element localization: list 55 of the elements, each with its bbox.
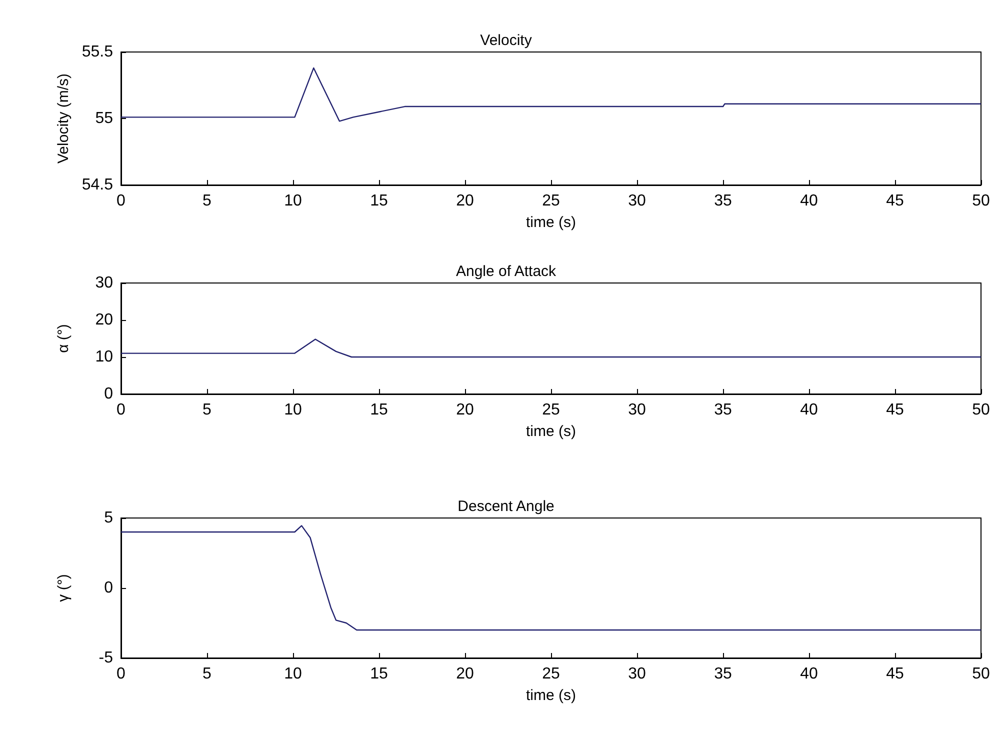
y-axis-title: α (°) [55,324,72,353]
x-axis-title: time (s) [526,423,576,440]
x-tick-label: 0 [116,192,126,210]
y-tick-label: 20 [95,312,114,328]
x-tick-label: 0 [116,402,126,418]
y-tick-label: 0 [104,386,114,402]
x-tick-label: 30 [628,192,646,210]
x-tick-label: 20 [456,192,474,210]
y-tick-label: 55 [95,110,114,127]
x-tick-label: 25 [542,666,560,682]
chart-title: Descent Angle [458,498,554,515]
x-tick-label: 5 [202,192,212,210]
x-tick-label: 20 [456,402,474,418]
chart-title: Velocity [480,32,532,49]
x-tick-label: 25 [542,192,560,210]
y-axis-title: Velocity (m/s) [54,73,72,164]
x-tick-label: 10 [284,402,302,418]
x-tick-label: 10 [284,192,302,210]
x-tick-label: 5 [202,402,212,418]
x-tick-label: 35 [714,192,732,210]
y-tick-label: 55.5 [82,44,114,60]
x-tick-label: 45 [886,402,904,418]
y-tick-label: 30 [95,274,114,292]
x-tick-label: 25 [542,402,560,418]
x-tick-label: 35 [714,402,732,418]
x-tick-label: 40 [800,192,818,210]
y-tick-label: 0 [104,580,114,596]
line-series [120,338,982,358]
y-tick-label: -5 [98,650,114,666]
x-tick-label: 30 [628,402,646,418]
x-tick-label: 50 [972,402,990,418]
x-tick-label: 40 [800,666,818,682]
x-tick-label: 45 [886,192,904,210]
x-tick-label: 0 [116,666,126,682]
x-tick-label: 50 [972,666,990,682]
line-series [120,67,982,122]
x-tick-label: 45 [886,666,904,682]
y-tick-label: 54.5 [82,176,114,194]
x-tick-label: 15 [370,402,388,418]
x-axis-title: time (s) [526,687,576,704]
x-tick-label: 35 [714,666,732,682]
y-tick-label: 10 [95,348,114,366]
y-axis-title: γ (°) [55,574,72,602]
x-tick-label: 15 [370,192,388,210]
y-tick-label: 5 [104,510,114,526]
x-tick-label: 20 [456,666,474,682]
x-tick-label: 5 [202,666,212,682]
x-tick-label: 50 [972,192,990,210]
line-series [120,525,982,631]
x-axis-title: time (s) [526,214,576,231]
x-tick-label: 10 [284,666,302,682]
x-tick-label: 15 [370,666,388,682]
x-tick-label: 40 [800,402,818,418]
x-tick-label: 30 [628,666,646,682]
chart-title: Angle of Attack [456,263,557,280]
